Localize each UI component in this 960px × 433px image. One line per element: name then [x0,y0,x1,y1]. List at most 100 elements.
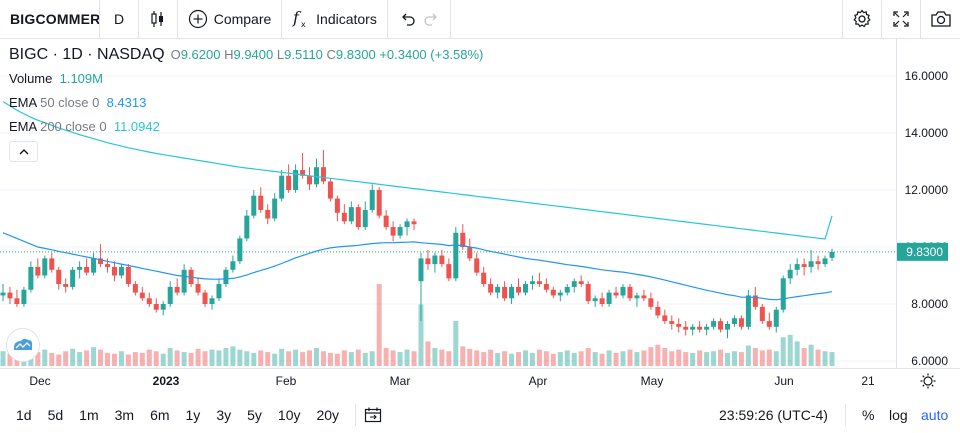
axis-settings-icon-ray [922,384,925,387]
volume-bar [70,348,76,366]
range-5y[interactable]: 5y [247,407,262,423]
compare-button[interactable]: Compare [178,0,282,39]
go-to-date-button[interactable] [364,407,382,423]
candle-body [794,264,800,270]
range-3y[interactable]: 3y [216,407,232,423]
candle-body [453,232,459,279]
legend-ema200[interactable]: EMA 200 close 0 11.0942 [9,119,160,134]
price-tick-label: 8.0000 [911,297,948,311]
volume-bar [704,352,710,366]
price-scale[interactable] [896,39,960,369]
volume-bar [327,352,333,366]
redo-icon[interactable] [423,11,439,27]
candle-body [439,255,445,265]
candle-body [174,286,180,293]
candle-body [641,295,647,299]
range-5d[interactable]: 5d [47,407,64,423]
candle-body [509,286,515,299]
auto-scale-toggle[interactable]: auto [921,407,949,423]
candle-body [404,221,410,228]
candle-body [91,258,97,273]
candle-body [745,295,751,327]
price-axis-labels: 16.000014.000012.000010.00008.00006.0000… [897,69,948,368]
volume-bar [522,350,528,366]
volume-bar [620,351,626,366]
time-tick-label: Dec [29,374,50,388]
volume-bar [195,348,201,366]
candle-body [14,298,20,304]
chart-type-button[interactable] [139,0,178,39]
candle-body [369,190,375,210]
volume-bar [7,353,13,366]
volume-bar [293,349,299,366]
volume-bar [773,351,779,366]
candle-body [557,292,563,296]
candle-body [529,281,535,285]
time-tick-label: 2023 [153,374,180,388]
volume-bar [557,352,563,366]
volume-bar [745,345,751,366]
range-20y[interactable]: 20y [316,407,340,423]
volume-bar [669,351,675,366]
candle-body [425,258,431,265]
candle-body [613,292,619,296]
candle-body [481,272,487,285]
compare-label: Compare [213,11,272,27]
percent-toggle[interactable]: % [862,407,875,423]
volume-bar [272,353,278,366]
range-10y[interactable]: 10y [277,407,301,423]
volume-bar [251,352,257,366]
legend-collapse-button[interactable] [9,141,38,162]
candle-body [111,266,117,276]
high-label: H [224,47,234,62]
volume-bar [160,353,166,366]
candle-body [98,258,104,265]
candle-body [662,315,668,322]
candle-body [313,167,319,185]
volume-bar [355,349,361,366]
volume-bar [662,347,668,366]
candle-body [808,261,814,267]
candle-body [564,286,570,293]
volume-bar [585,347,591,366]
indicators-button[interactable]: f x Indicators [282,0,388,39]
log-toggle[interactable]: log [889,407,908,423]
svg-text:x: x [301,20,306,29]
interval-button[interactable]: D [100,0,139,39]
volume-bar [300,352,306,366]
undo-icon[interactable] [400,11,416,27]
range-1m[interactable]: 1m [79,407,99,423]
range-1y[interactable]: 1y [185,407,201,423]
candle-body [766,321,772,327]
interval-label: D [113,11,125,27]
screenshot-button[interactable] [921,0,960,39]
candle-body [293,170,299,190]
range-6m[interactable]: 6m [150,407,170,423]
legend-symbol-title[interactable]: BIGC · 1D · NASDAQ [9,46,165,63]
candle-body [216,284,222,299]
legend-volume[interactable]: Volume 1.109M [9,71,103,86]
volume-bar [209,349,215,366]
volume-bar [63,351,69,366]
candles-icon [151,11,163,27]
symbol-search-button[interactable]: BIGCOMMERCE [0,0,100,39]
candle-body [752,295,758,307]
close-label: C [326,47,336,62]
time-tick-label: 21 [861,374,875,388]
volume-bar [787,334,793,366]
volume-bar [181,352,187,366]
fullscreen-button[interactable] [882,0,921,39]
clock-timezone[interactable]: 23:59:26 (UTC-4) [719,407,828,423]
range-1d[interactable]: 1d [16,407,32,423]
ema-lines [2,101,833,301]
volume-bar [822,351,828,366]
candle-body [202,292,208,304]
volume-bar [348,352,354,366]
price-chart[interactable]: 16.000014.000012.000010.00008.00006.0000… [0,39,960,396]
range-3m[interactable]: 3m [114,407,135,423]
volume-bar [0,351,6,366]
legend-ema50[interactable]: EMA 50 close 0 8.4313 [9,95,146,110]
settings-button[interactable] [843,0,882,39]
candle-body [146,298,152,304]
time-tick-label: Jun [774,374,793,388]
